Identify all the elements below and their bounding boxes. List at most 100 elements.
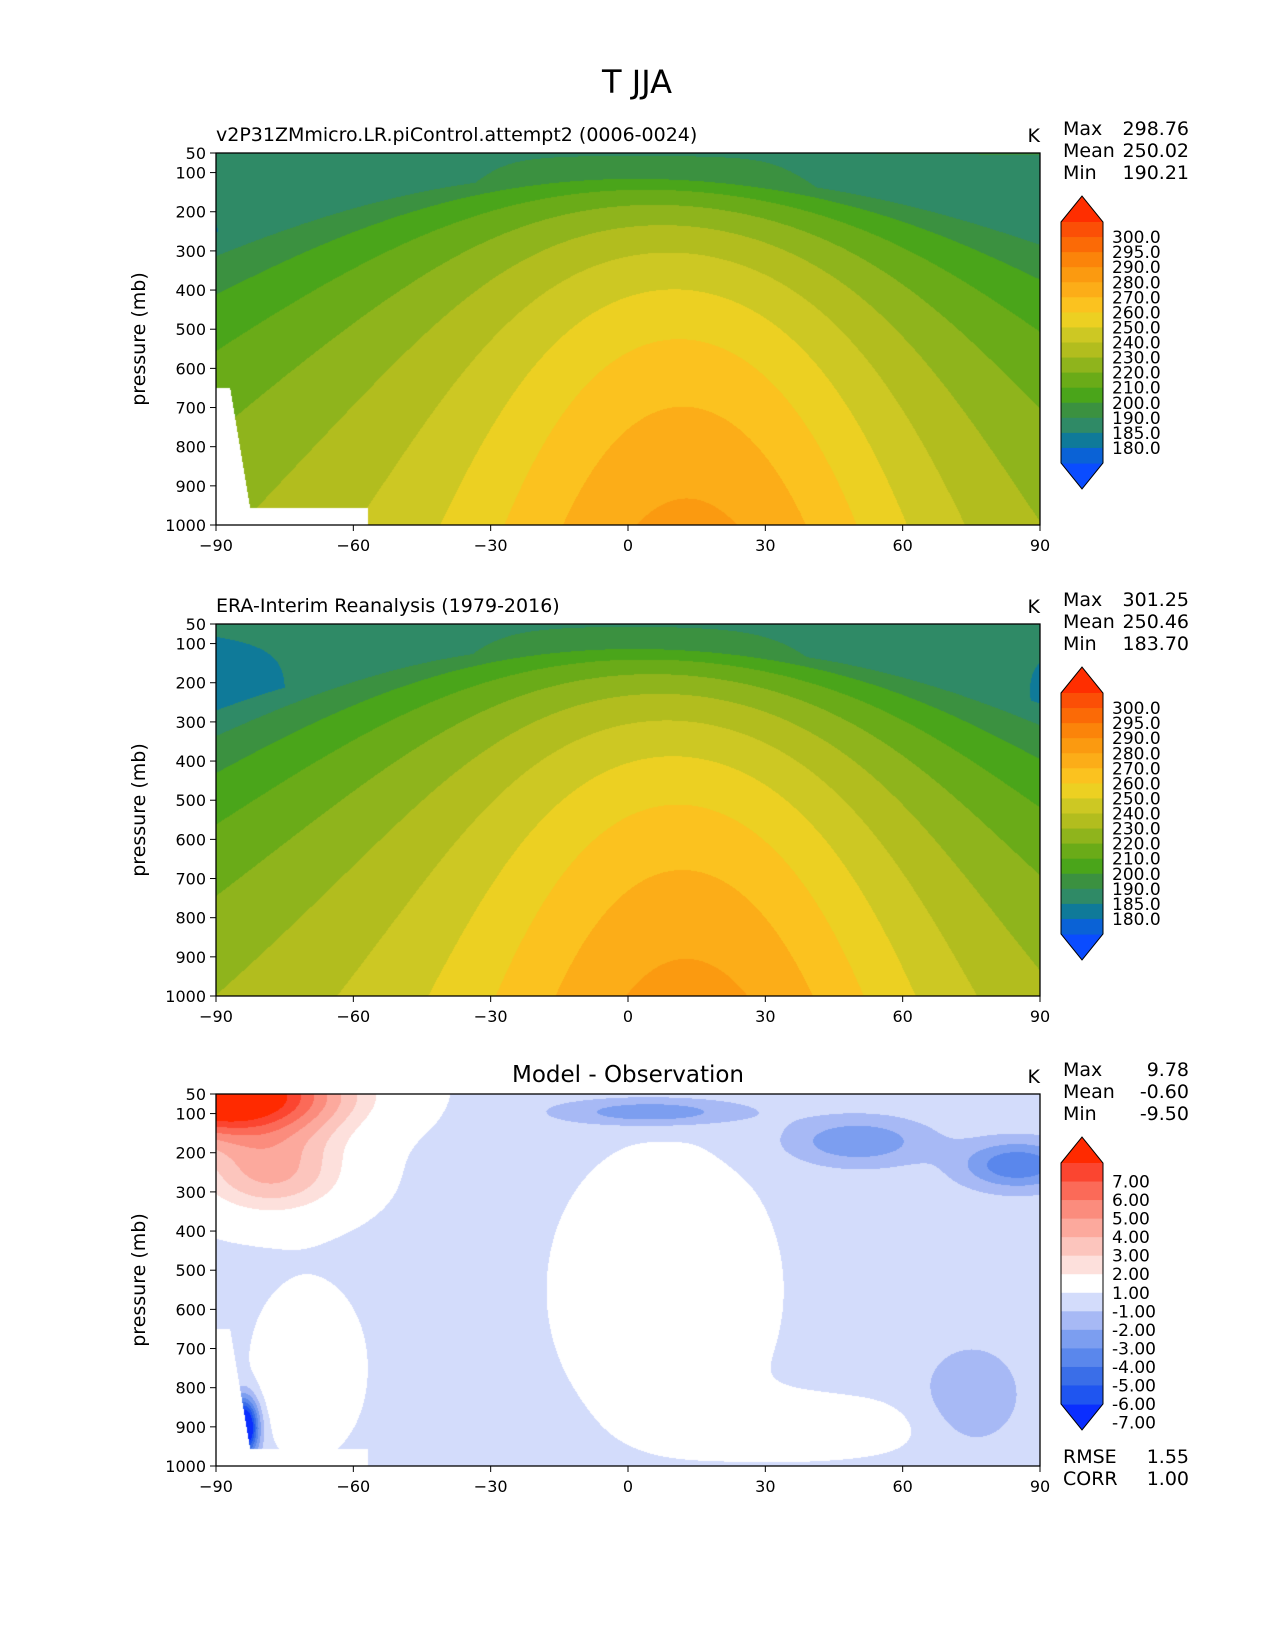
- colorbar-extend-min: [1061, 934, 1103, 960]
- y-tick-label: 300: [175, 713, 206, 732]
- colorbar-level-label: -5.00: [1112, 1376, 1156, 1396]
- y-tick-label: 200: [175, 1144, 206, 1163]
- x-tick-label: 0: [623, 1007, 633, 1026]
- colorbar-swatch: [1061, 402, 1103, 419]
- y-tick-label: 600: [175, 359, 206, 378]
- stat-value: 9.78: [1147, 1059, 1189, 1081]
- colorbar-swatch: [1061, 282, 1103, 298]
- units-label: K: [1028, 1066, 1041, 1088]
- x-tick-label: 30: [755, 536, 775, 555]
- colorbar-level-label: 295.0: [1112, 243, 1161, 263]
- y-tick-label: 800: [175, 909, 206, 928]
- colorbar-extend-min: [1061, 463, 1103, 489]
- colorbar-level-label: 290.0: [1112, 729, 1161, 749]
- stat-value: -9.50: [1140, 1103, 1189, 1125]
- colorbar-extend-max: [1061, 1137, 1103, 1163]
- colorbar-level-label: 295.0: [1112, 714, 1161, 734]
- panel-title: ERA-Interim Reanalysis (1979-2016): [216, 595, 560, 617]
- colorbar-level-label: 280.0: [1112, 744, 1161, 764]
- y-tick-label: 500: [175, 320, 206, 339]
- colorbar-swatch: [1061, 813, 1103, 830]
- contour-field-image: [216, 153, 1040, 525]
- stat-value: 190.21: [1123, 162, 1189, 184]
- y-tick-label: 100: [175, 164, 206, 183]
- colorbar-level-label: 220.0: [1112, 364, 1161, 384]
- stat-label: Mean: [1063, 611, 1115, 633]
- colorbar-swatch: [1061, 888, 1103, 905]
- stat-value: 301.25: [1123, 589, 1189, 611]
- colorbar-level-label: -1.00: [1112, 1302, 1156, 1322]
- colorbar-level-label: 5.00: [1112, 1210, 1150, 1230]
- y-tick-label: 50: [186, 144, 206, 163]
- stat-label: Min: [1063, 1103, 1097, 1125]
- colorbar-outline: [1060, 1136, 1104, 1431]
- x-tick-label: −30: [474, 1007, 508, 1026]
- x-tick-label: 60: [892, 1477, 912, 1496]
- colorbar-swatch: [1061, 1274, 1103, 1294]
- extra-stat-label: CORR: [1063, 1468, 1118, 1490]
- colorbar-level-label: 185.0: [1112, 424, 1161, 444]
- x-tick-label: 60: [892, 1007, 912, 1026]
- colorbar-level-label: 300.0: [1112, 228, 1161, 248]
- x-tick-label: −30: [474, 1477, 508, 1496]
- colorbar-level-label: 200.0: [1112, 394, 1161, 414]
- y-tick-label: 900: [175, 948, 206, 967]
- colorbar-level-label: 260.0: [1112, 774, 1161, 794]
- x-tick-label: 90: [1030, 1477, 1050, 1496]
- colorbar-swatch: [1061, 1311, 1103, 1331]
- colorbar-swatch: [1061, 723, 1103, 739]
- colorbar-swatch: [1061, 1200, 1103, 1220]
- x-tick-label: −30: [474, 536, 508, 555]
- colorbar-level-label: 300.0: [1112, 699, 1161, 719]
- colorbar-level-label: 290.0: [1112, 258, 1161, 278]
- extra-stat-label: RMSE: [1063, 1446, 1117, 1468]
- colorbar-level-label: 250.0: [1112, 789, 1161, 809]
- colorbar-swatch: [1061, 858, 1103, 875]
- colorbar-level-label: 6.00: [1112, 1191, 1150, 1211]
- y-tick-label: 600: [175, 830, 206, 849]
- y-tick-label: 700: [175, 399, 206, 418]
- y-tick-label: 500: [175, 1261, 206, 1280]
- colorbar-level-label: -4.00: [1112, 1358, 1156, 1378]
- stat-label: Min: [1063, 162, 1097, 184]
- extra-stat-value: 1.00: [1147, 1468, 1189, 1490]
- colorbar-level-label: 240.0: [1112, 805, 1161, 825]
- colorbar-swatch: [1061, 1366, 1103, 1387]
- colorbar-level-label: 190.0: [1112, 880, 1161, 900]
- colorbar-level-label: 2.00: [1112, 1265, 1150, 1285]
- x-tick-label: 0: [623, 536, 633, 555]
- y-tick-label: 1000: [165, 987, 206, 1006]
- y-tick-label: 300: [175, 242, 206, 261]
- colorbar-swatch: [1061, 237, 1103, 253]
- colorbar-swatch: [1061, 1181, 1103, 1201]
- units-label: K: [1028, 596, 1041, 618]
- stat-label: Mean: [1063, 140, 1115, 162]
- colorbar-level-label: 220.0: [1112, 835, 1161, 855]
- panel-model: v2P31ZMmicro.LR.piControl.attempt2 (0006…: [128, 118, 1189, 555]
- x-tick-label: 30: [755, 1477, 775, 1496]
- colorbar-swatch: [1061, 447, 1103, 464]
- colorbar-swatch: [1061, 222, 1103, 238]
- y-tick-label: 500: [175, 791, 206, 810]
- stat-value: 298.76: [1123, 118, 1189, 140]
- stat-label: Mean: [1063, 1081, 1115, 1103]
- contour-field-image: [216, 1094, 1040, 1466]
- colorbar-swatch: [1061, 768, 1103, 784]
- stat-value: 250.02: [1123, 140, 1189, 162]
- colorbar-extend-max: [1061, 667, 1103, 693]
- colorbar-level-label: -2.00: [1112, 1321, 1156, 1341]
- colorbar-level-label: 270.0: [1112, 759, 1161, 779]
- colorbar-swatch: [1061, 708, 1103, 724]
- y-axis-label: pressure (mb): [128, 1213, 150, 1347]
- colorbar-swatch: [1061, 1329, 1103, 1349]
- colorbar-level-label: 260.0: [1112, 303, 1161, 323]
- colorbar-level-label: 3.00: [1112, 1247, 1150, 1267]
- colorbar-level-label: 210.0: [1112, 850, 1161, 870]
- colorbar-swatch: [1061, 357, 1103, 374]
- colorbar-swatch: [1061, 1292, 1103, 1312]
- colorbar-swatch: [1061, 903, 1103, 920]
- colorbar-swatch: [1061, 783, 1103, 800]
- colorbar-level-label: -3.00: [1112, 1339, 1156, 1359]
